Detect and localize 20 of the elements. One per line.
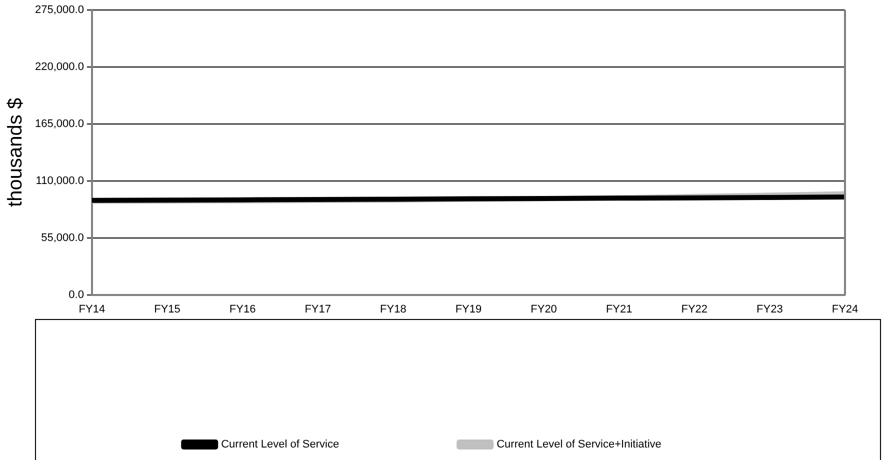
y-tick-label: 165,000.0 — [35, 118, 84, 130]
x-tick-label: FY14 — [78, 303, 106, 316]
x-tick-label: FY22 — [681, 303, 708, 316]
x-tick-label: FY17 — [304, 303, 332, 316]
legend-label: Current Level of Service — [221, 438, 340, 451]
y-tick-label: 220,000.0 — [35, 60, 84, 73]
y-tick-label: 55,000.0 — [41, 232, 84, 244]
x-tick-label: FY21 — [606, 303, 632, 316]
y-tick-label: 275,000.0 — [35, 4, 84, 16]
x-tick-label: FY18 — [380, 303, 406, 316]
y-tick-label: 110,000.0 — [36, 174, 84, 187]
x-tick-label: FY24 — [832, 303, 858, 316]
y-tick-label: 0.0 — [68, 288, 84, 301]
legend-label: Current Level of Service+Initiative — [496, 438, 662, 451]
x-tick-label: FY15 — [154, 303, 180, 316]
x-tick-label: FY20 — [530, 303, 557, 316]
x-tick-label: FY16 — [229, 303, 256, 316]
x-tick-label: FY23 — [756, 303, 783, 316]
y-axis-title: thousands $ — [4, 98, 27, 207]
x-tick-label: FY19 — [455, 303, 482, 316]
